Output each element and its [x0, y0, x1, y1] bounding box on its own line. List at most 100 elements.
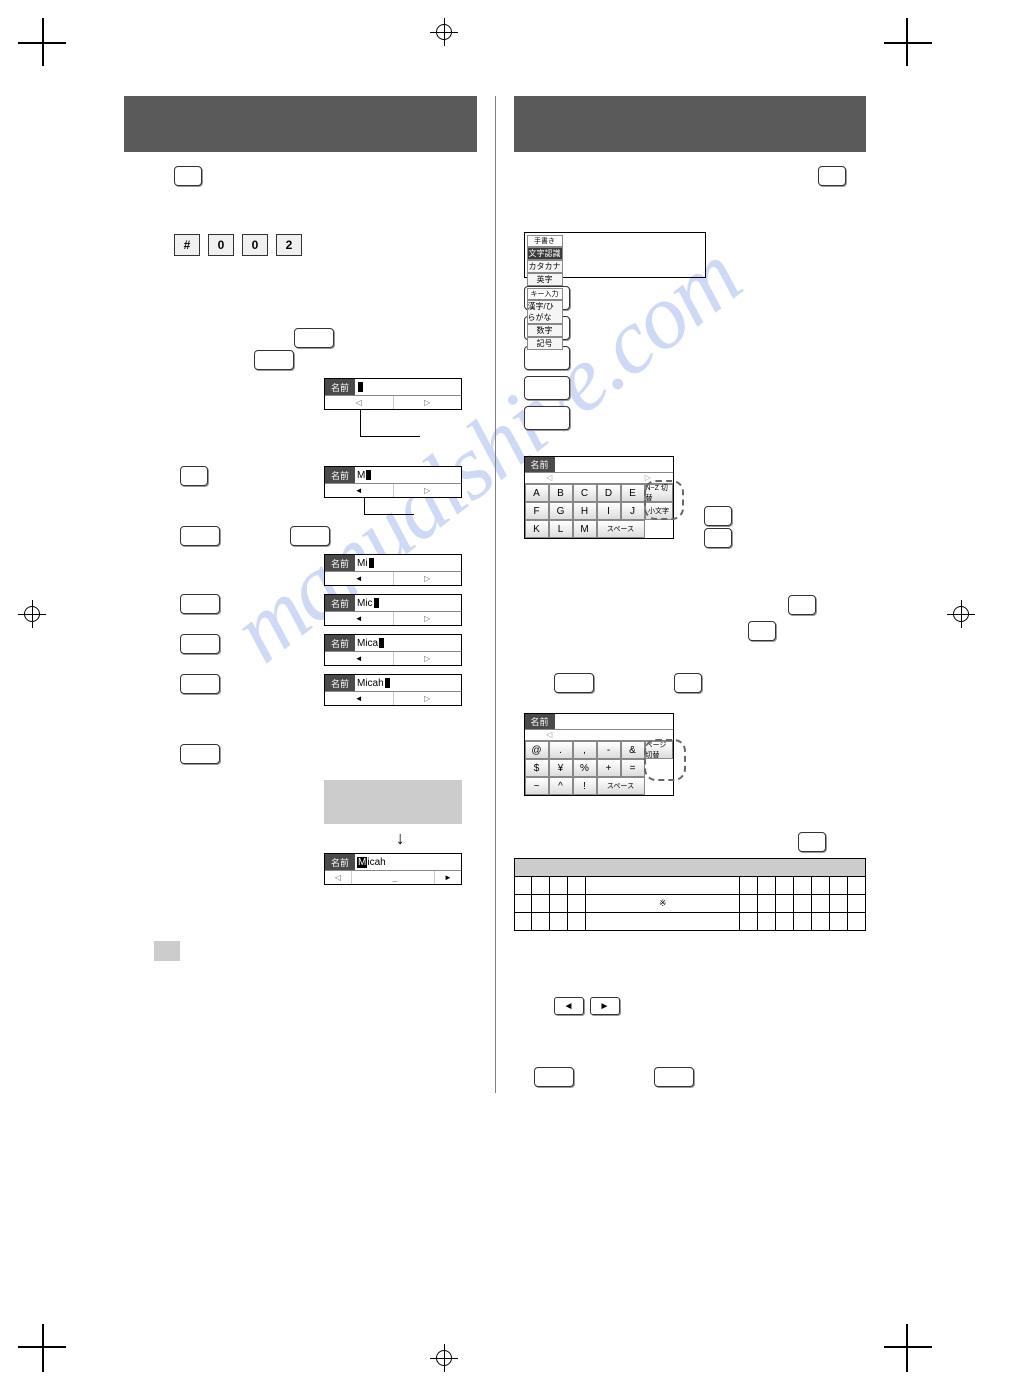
name-label: 名前 [325, 467, 355, 483]
key-dot[interactable]: . [549, 741, 573, 759]
input-mode-panel: 手書き 文字認識 カタカナ 英字 キー入力 漢字/ひらがな 数字 記号 [524, 232, 706, 278]
name-field: 名前 Mic ◄ ▷ [324, 594, 462, 626]
page-content: # 0 0 2 名前 [110, 96, 880, 1093]
name-value: Mica [355, 635, 461, 651]
button-icon[interactable] [788, 595, 816, 615]
key-l[interactable]: L [549, 520, 573, 538]
key-amp[interactable]: & [621, 741, 645, 759]
registration-mark [18, 600, 46, 628]
button-icon[interactable] [180, 744, 220, 764]
button-icon[interactable] [704, 506, 732, 526]
key-at[interactable]: @ [525, 741, 549, 759]
arrow-right-icon[interactable]: ▷ [393, 484, 462, 497]
key-h[interactable]: H [573, 502, 597, 520]
keycap-hash[interactable]: # [174, 234, 200, 256]
key-plus[interactable]: + [597, 759, 621, 777]
mode-recognize[interactable]: 文字認識 [527, 247, 563, 260]
key-c[interactable]: C [573, 484, 597, 502]
key-g[interactable]: G [549, 502, 573, 520]
button-icon[interactable] [294, 328, 334, 348]
name-value [555, 714, 673, 729]
button-icon[interactable] [674, 673, 702, 693]
name-label: 名前 [325, 379, 355, 395]
key-yen[interactable]: ¥ [549, 759, 573, 777]
arrow-right-icon[interactable]: ▷ [393, 396, 462, 409]
arrow-left-icon[interactable]: ◁ [325, 396, 393, 409]
name-value: Micah [355, 675, 461, 691]
key-b[interactable]: B [549, 484, 573, 502]
button-icon[interactable] [180, 674, 220, 694]
arrow-left-icon[interactable]: ◁ [525, 730, 574, 740]
key-space[interactable]: スペース [597, 777, 645, 795]
button-icon[interactable] [174, 166, 202, 186]
key-m[interactable]: M [573, 520, 597, 538]
mode-symbol[interactable]: 記号 [527, 337, 563, 350]
button-icon[interactable] [704, 528, 732, 548]
button-icon[interactable] [180, 634, 220, 654]
key-e[interactable]: E [621, 484, 645, 502]
key-k[interactable]: K [525, 520, 549, 538]
button-icon[interactable] [748, 621, 776, 641]
button-icon[interactable] [534, 1067, 574, 1087]
arrow-left-icon[interactable]: ◁ [525, 473, 574, 483]
mode-eiji[interactable]: 英字 [527, 273, 563, 286]
crop-mark [884, 1346, 932, 1348]
grey-placeholder [324, 780, 462, 824]
key-dash[interactable]: - [597, 741, 621, 759]
key-d[interactable]: D [597, 484, 621, 502]
button-icon[interactable] [524, 406, 570, 430]
key-comma[interactable]: , [573, 741, 597, 759]
button-icon[interactable] [180, 526, 220, 546]
button-icon[interactable] [180, 466, 208, 486]
arrow-right-icon[interactable]: ▷ [393, 652, 462, 665]
crop-mark [42, 1324, 44, 1372]
key-bang[interactable]: ! [573, 777, 597, 795]
button-icon[interactable] [798, 832, 826, 852]
section-header-right [514, 96, 867, 152]
arrow-left-icon[interactable]: ◄ [325, 692, 393, 705]
name-label: 名前 [325, 555, 355, 571]
keycap-0[interactable]: 0 [242, 234, 268, 256]
mode-handwriting-label: 手書き [527, 235, 563, 247]
button-icon[interactable] [554, 673, 594, 693]
arrow-left-icon[interactable]: ◄ [325, 572, 393, 585]
mode-kanji[interactable]: 漢字/ひらがな [527, 300, 563, 324]
button-icon[interactable] [654, 1067, 694, 1087]
key-equals[interactable]: = [621, 759, 645, 777]
right-column: 手書き 文字認識 カタカナ 英字 キー入力 漢字/ひらがな 数字 記号 [500, 96, 881, 1093]
arrow-right-icon[interactable]: ▷ [393, 612, 462, 625]
name-label: 名前 [325, 595, 355, 611]
name-value: Micah [355, 854, 461, 870]
arrow-down-icon: ↓ [324, 828, 477, 849]
key-space[interactable]: スペース [597, 520, 645, 538]
button-icon[interactable] [290, 526, 330, 546]
key-j[interactable]: J [621, 502, 645, 520]
key-f[interactable]: F [525, 502, 549, 520]
button-icon[interactable] [818, 166, 846, 186]
arrow-left-icon[interactable]: ◄ [325, 484, 393, 497]
arrow-right-icon[interactable]: ▷ [393, 572, 462, 585]
key-i[interactable]: I [597, 502, 621, 520]
arrow-right-icon[interactable]: ▷ [393, 692, 462, 705]
name-value: Mic [355, 595, 461, 611]
key-a[interactable]: A [525, 484, 549, 502]
arrow-left-icon[interactable]: ◄ [325, 652, 393, 665]
button-icon[interactable] [180, 594, 220, 614]
mode-katakana[interactable]: カタカナ [527, 260, 563, 273]
key-dollar[interactable]: $ [525, 759, 549, 777]
button-icon[interactable] [254, 350, 294, 370]
key-caret[interactable]: ^ [549, 777, 573, 795]
nav-right-button[interactable]: ► [590, 997, 620, 1015]
arrow-left-icon[interactable]: ◄ [325, 612, 393, 625]
key-tilde[interactable]: ~ [525, 777, 549, 795]
button-icon[interactable] [524, 376, 570, 400]
key-percent[interactable]: % [573, 759, 597, 777]
arrow-right-icon[interactable]: ► [434, 871, 461, 884]
keycap-0[interactable]: 0 [208, 234, 234, 256]
name-field: 名前 Mi ◄ ▷ [324, 554, 462, 586]
arrow-left-icon[interactable]: ◁ [325, 871, 351, 884]
keycap-2[interactable]: 2 [276, 234, 302, 256]
nav-left-button[interactable]: ◄ [554, 997, 584, 1015]
callout-circle [644, 739, 686, 781]
mode-number[interactable]: 数字 [527, 324, 563, 337]
